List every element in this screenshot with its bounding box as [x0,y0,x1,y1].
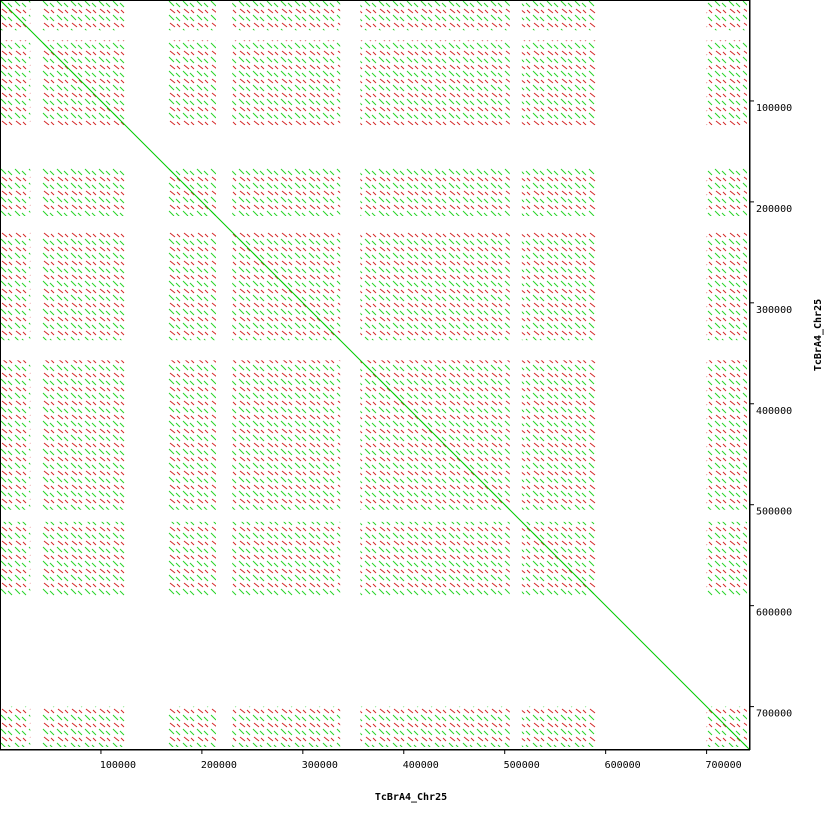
repeat-block [0,360,31,510]
repeat-block [360,168,510,217]
repeat-block [40,168,126,217]
repeat-block [168,232,217,341]
x-tick-label: 200000 [201,760,237,771]
main-diagonal [0,0,751,751]
repeat-block [40,360,126,510]
repeat-block [168,521,217,596]
repeat-block [0,168,31,217]
x-tick-label: 100000 [100,760,136,771]
y-tick-label: 100000 [756,103,792,114]
y-tick-label: 300000 [756,305,792,316]
repeat-block [232,40,341,126]
repeat-block [40,0,126,31]
x-tick-label: 500000 [504,760,540,771]
repeat-block [706,168,747,217]
repeat-block [521,360,596,510]
repeat-block [360,706,510,747]
repeat-block [232,168,341,217]
repeat-block [40,521,126,596]
y-tick-label: 400000 [756,406,792,417]
repeat-block [232,0,341,31]
repeat-block [40,706,126,747]
repeat-block [706,0,747,31]
repeat-block [0,232,31,341]
repeat-block [521,232,596,341]
repeat-block [168,0,217,31]
repeat-block [360,0,510,31]
y-tick-label: 200000 [756,204,792,215]
repeat-block [706,40,747,126]
repeat-block [232,521,341,596]
x-tick-label: 600000 [605,760,641,771]
repeat-block [168,706,217,747]
repeat-block [706,360,747,510]
repeat-block [0,706,31,747]
repeat-block [521,706,596,747]
repeat-block [232,706,341,747]
repeat-block [521,40,596,126]
y-axis-label: TcBrA4_Chr25 [813,299,824,371]
repeat-block [521,168,596,217]
repeat-block [521,0,596,31]
repeat-block [360,40,510,126]
repeat-block [168,360,217,510]
y-tick-label: 500000 [756,507,792,518]
repeat-block [360,232,510,341]
x-tick-label: 300000 [302,760,338,771]
y-tick-label: 600000 [756,608,792,619]
repeat-block [0,40,31,126]
repeat-block [0,521,31,596]
x-tick-label: 700000 [706,760,742,771]
x-tick-label: 400000 [403,760,439,771]
plot-frame [0,0,750,750]
x-axis-label: TcBrA4_Chr25 [375,792,447,803]
repeat-block [360,521,510,596]
repeat-block [706,232,747,341]
repeat-block [706,521,747,596]
y-tick-label: 700000 [756,709,792,720]
repeat-block [168,40,217,126]
repeat-block [40,232,126,341]
repeat-block [232,360,341,510]
